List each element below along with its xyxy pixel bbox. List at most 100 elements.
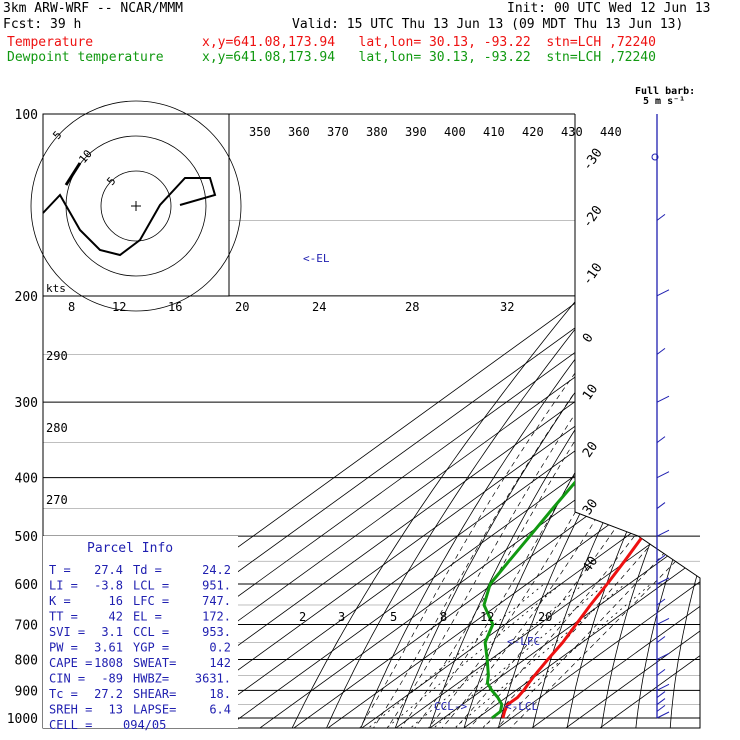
parcel-key: SHEAR= [133, 687, 176, 701]
hodograph-ring [100, 170, 172, 242]
parcel-value: 747. [202, 594, 231, 608]
dry-adiabat [635, 114, 700, 728]
isotherm-line [493, 114, 700, 728]
parcel-key: TT = [49, 610, 78, 624]
parcel-value: 1808 [94, 656, 123, 670]
speed-label: 20 [235, 300, 249, 314]
dewpoint-profile [482, 114, 700, 720]
speed-label: 8 [68, 300, 75, 314]
theta-label: 410 [483, 125, 505, 139]
profile-layer [482, 114, 700, 720]
isotherm-line [595, 114, 700, 728]
barb-flag [656, 554, 666, 562]
hodograph-units: kts [46, 282, 66, 295]
parcel-value: 172. [202, 610, 231, 624]
parcel-value: 0.2 [209, 641, 231, 655]
parcel-value: -3.8 [94, 579, 123, 593]
barb-flag [656, 698, 666, 705]
isotherm-line [527, 114, 700, 728]
speed-label: 16 [168, 300, 182, 314]
isotherm-label: 30 [580, 497, 601, 518]
isotherm-label: 10 [580, 382, 601, 403]
dewpoint-location: x,y=641.08,173.94 lat,lon= 30.13, -93.22… [202, 50, 656, 65]
parcel-value: 27.4 [94, 563, 123, 577]
dry-adiabat [531, 114, 700, 728]
parcel-key: CIN = [49, 672, 85, 686]
isotherm-line [391, 114, 700, 728]
pressure-label: 900 [15, 684, 38, 699]
moist-adiabat [439, 295, 700, 728]
mixing-ratio-label: 2 [299, 610, 306, 624]
barb-flag [656, 347, 666, 355]
dry-adiabat [669, 114, 700, 728]
barb-calm [651, 153, 659, 161]
isotherm-line [255, 114, 700, 728]
moist-adiabat [466, 295, 700, 728]
parcel-key: SREH = [49, 703, 92, 717]
mixing-ratio-line [364, 583, 545, 728]
temperature-profile [501, 114, 700, 719]
mixing-ratio-label: 12 [480, 610, 494, 624]
parcel-value: 24.2 [202, 563, 231, 577]
barb-flag [656, 668, 666, 676]
isotherm-label: -30 [580, 146, 606, 174]
theta-label: 270 [46, 493, 68, 507]
barb-header: 5 m s⁻¹ [643, 96, 685, 107]
moist-adiabat [452, 295, 700, 728]
theta-label: 430 [561, 125, 583, 139]
parcel-key: Td = [133, 563, 162, 577]
parcel-info-panel: Parcel Info T = 27.4 Td = 24.2 LI = -3.8 LCL = 9… [43, 536, 238, 732]
hodograph-ring [30, 100, 242, 312]
barb-flag [656, 711, 670, 719]
speed-label: 24 [312, 300, 326, 314]
speed-label: 28 [405, 300, 419, 314]
dry-adiabat [359, 114, 700, 728]
isotherm-line [119, 114, 700, 728]
forecast-hours: 39 h [50, 17, 82, 32]
barb-flag [656, 529, 670, 537]
theta-label: 440 [600, 125, 622, 139]
parcel-key: HWBZ= [133, 672, 169, 686]
theta-label: 420 [522, 125, 544, 139]
isotherm-label: 0 [580, 331, 597, 346]
theta-label: 280 [46, 421, 68, 435]
barb-flag [656, 653, 670, 660]
parcel-key: CELL = [49, 718, 92, 732]
moist-adiabat [480, 295, 700, 728]
mixing-ratio-line [406, 583, 584, 728]
isotherm-label: -10 [580, 261, 606, 289]
parcel-value: 16 [109, 594, 123, 608]
dry-adiabat [600, 114, 700, 728]
theta-label: 360 [288, 125, 310, 139]
valid-time: Valid: 15 UTC Thu 13 Jun 13 (09 MDT Thu … [292, 17, 684, 32]
mixing-ratio-line [430, 583, 606, 728]
parcel-value: 142 [209, 656, 231, 670]
mixing-ratio-line [450, 583, 626, 728]
parcel-value: 094/05 [123, 718, 166, 732]
barb-flag [656, 471, 670, 479]
mixing-ratio-line [478, 583, 652, 728]
parcel-key: LI = [49, 579, 78, 593]
parcel-key: LFC = [133, 594, 169, 608]
isotherm-label: -20 [580, 203, 606, 231]
el-marker: <-EL [303, 252, 330, 265]
moist-adiabat [384, 295, 658, 728]
barb-flag [656, 289, 670, 297]
wind-barbs: Full barb:5 m s⁻¹ [635, 86, 695, 719]
dry-adiabat [324, 114, 700, 728]
moist-adiabat [507, 295, 700, 728]
pressure-label: 400 [15, 472, 38, 487]
barb-flag [656, 436, 666, 444]
dry-adiabat [462, 114, 700, 728]
pressure-label: 500 [15, 530, 38, 545]
dry-adiabat [566, 114, 700, 728]
dry-adiabat [428, 114, 700, 728]
parcel-key: YGP = [133, 641, 169, 655]
parcel-key: LAPSE= [133, 703, 176, 717]
pressure-label: 100 [15, 108, 38, 123]
theta-label: 370 [327, 125, 349, 139]
parcel-value: 42 [109, 610, 123, 624]
mixing-ratio-line [382, 583, 562, 728]
